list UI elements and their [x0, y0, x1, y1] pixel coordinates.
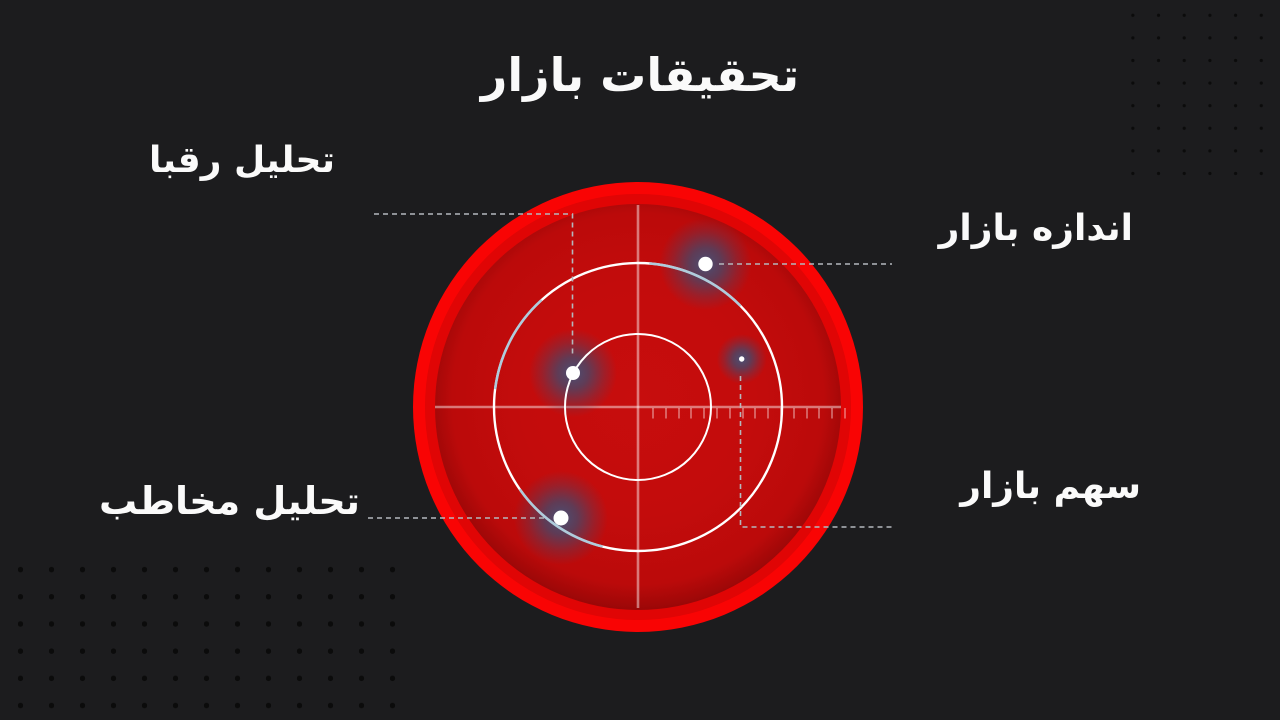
connector-competitor [374, 213, 574, 355]
page-title: تحقیقات بازار [480, 48, 800, 102]
radar-rings [492, 261, 784, 553]
blip-market-share-dot [739, 356, 745, 362]
crosshair [435, 205, 841, 608]
connector-market-share [739, 376, 892, 528]
blip-market-size-dot [698, 256, 713, 272]
blip-dots [553, 256, 745, 526]
connectors [368, 213, 892, 528]
trail-competitor [494, 299, 543, 390]
label-competitor-analysis: تحلیل رقبا [148, 140, 335, 181]
label-market-share: سهم بازار [960, 466, 1141, 507]
label-audience-analysis: تحلیل مخاطب [98, 479, 360, 523]
label-market-size: اندازه بازار [938, 208, 1133, 249]
trail-audience [519, 488, 603, 548]
blip-competitor-dot [566, 366, 580, 380]
tick-marks [652, 408, 846, 419]
inner-ring [564, 333, 712, 481]
trail-market-size [649, 262, 742, 307]
sweep-trails [494, 262, 742, 548]
middle-ring [492, 261, 784, 553]
blip-audience-dot [553, 510, 569, 526]
